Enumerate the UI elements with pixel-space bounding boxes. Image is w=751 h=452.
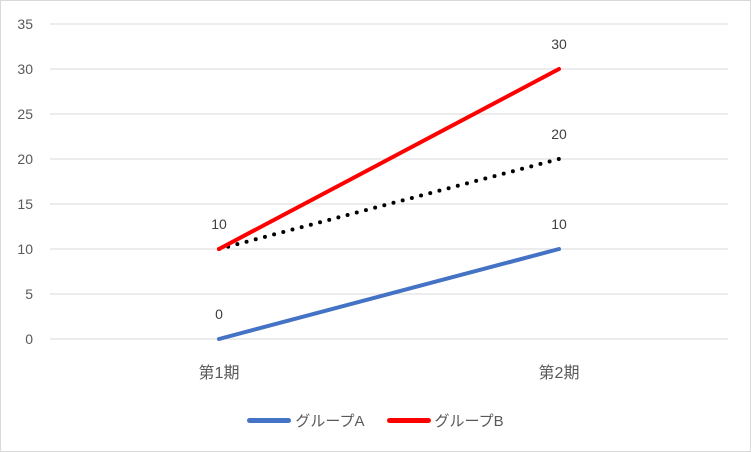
legend: グループA グループB — [0, 410, 751, 431]
legend-swatch-group-b — [386, 418, 431, 423]
legend-label-group-b: グループB — [434, 413, 504, 430]
legend-item-group-a: グループA — [247, 410, 365, 431]
legend-swatch-group-a — [247, 418, 292, 423]
y-tick-label: 30 — [17, 61, 33, 77]
data-label: 20 — [551, 126, 567, 142]
dotted-trend-line — [217, 157, 561, 251]
data-label: 0 — [215, 306, 223, 322]
y-tick-label: 20 — [17, 151, 33, 167]
x-category-label: 第1期 — [199, 364, 240, 382]
y-tick-label: 10 — [17, 241, 33, 257]
legend-label-group-a: グループA — [295, 413, 365, 430]
y-tick-label: 0 — [25, 331, 33, 347]
y-tick-label: 15 — [17, 196, 33, 212]
series-line — [217, 247, 561, 341]
series-line — [217, 67, 561, 251]
data-label: 30 — [551, 36, 567, 52]
legend-item-group-b: グループB — [386, 410, 504, 431]
data-label: 10 — [551, 216, 567, 232]
x-category-label: 第2期 — [539, 364, 580, 382]
data-label: 10 — [211, 216, 227, 232]
y-tick-label: 5 — [25, 286, 33, 302]
y-tick-label: 25 — [17, 106, 33, 122]
y-tick-label: 35 — [17, 16, 33, 32]
